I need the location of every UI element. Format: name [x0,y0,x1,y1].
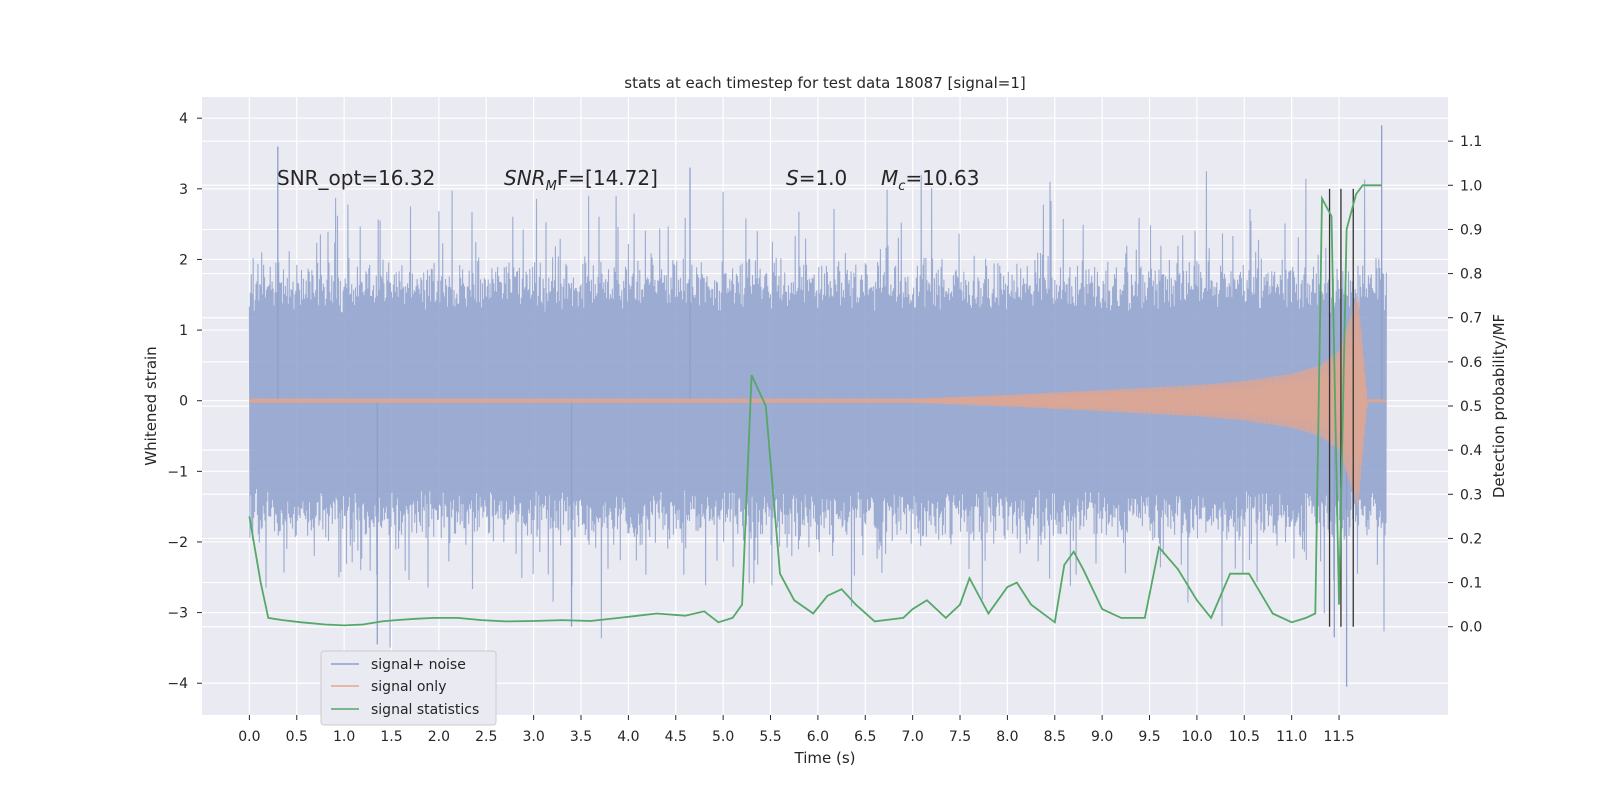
y-tick-label-left: 2 [179,252,188,268]
annotation-snr-mf-sub: M [546,179,557,194]
annotation-s-value: =1.0 [799,166,848,190]
x-tick-label: 0.0 [238,729,260,745]
x-tick-label: 4.0 [617,729,639,745]
y-tick-label-left: −4 [167,676,188,692]
x-tick-label: 0.5 [286,729,308,745]
y-tick-label-left: −3 [167,606,188,622]
annotation-mc-sub: c [898,179,905,194]
x-tick-label: 3.5 [570,729,592,745]
x-tick-label: 11.5 [1323,729,1354,745]
y-tick-label-right: 0.5 [1460,399,1482,415]
x-tick-label: 1.5 [380,729,402,745]
y-axis-label: Whitened strain [142,346,160,465]
x-tick-label: 11.0 [1276,729,1307,745]
x-tick-label: 6.0 [807,729,829,745]
y-tick-label-left: −1 [167,464,188,480]
annotations: SNR_opt=16.32 SNRMF=[14.72] S=1.0 Mc=10.… [277,166,979,194]
annotation-mc-symbol: M [881,166,898,190]
y-axis-right-ticks: 0.0 0.1 0.2 0.3 0.4 0.5 0.6 0.7 0.8 0.9 1.0 1.1 [1448,134,1482,636]
x-tick-label: 4.5 [665,729,687,745]
y-axis-right-label: Detection probability/MF [1490,314,1508,498]
series-signal-noise-line [248,171,1387,648]
x-tick-label: 5.0 [712,729,734,745]
x-axis-ticks: 0.0 0.5 1.0 1.5 2.0 2.5 3.0 3.5 4.0 4.5 5.0 5.5 6.0 6… [238,715,1355,745]
annotation-snr-mf-value: F=[14.72] [557,166,658,190]
annotation-snr-mf-base: SNR [504,166,546,190]
x-tick-label: 10.0 [1181,729,1212,745]
y-tick-label-right: 0.3 [1460,487,1482,503]
y-tick-label-right: 0.4 [1460,443,1482,459]
x-tick-label: 1.0 [333,729,355,745]
legend-box [320,650,497,726]
x-tick-label: 7.0 [902,729,924,745]
y-tick-label-right: 0.9 [1460,222,1482,238]
y-tick-label-left: 3 [179,182,188,198]
x-tick-label: 2.5 [475,729,497,745]
y-tick-label-right: 0.0 [1460,620,1482,636]
legend: signal+ noise signal only signal statist… [320,650,497,726]
y-tick-label-right: 1.1 [1460,134,1482,150]
y-tick-label-right: 0.2 [1460,531,1482,547]
x-tick-label: 9.0 [1091,729,1113,745]
annotation-mc: Mc=10.63 [881,166,979,194]
legend-label-signal-noise: signal+ noise [371,657,466,673]
y-tick-label-right: 1.0 [1460,178,1482,194]
y-tick-label-right: 0.6 [1460,355,1482,371]
y-tick-label-left: 0 [179,394,188,410]
series-layer [248,125,1387,687]
y-tick-label-left: 1 [179,323,188,339]
y-tick-label-right: 0.8 [1460,267,1482,283]
x-tick-label: 3.0 [523,729,545,745]
y-tick-label-left: 4 [179,111,188,127]
x-tick-label: 5.5 [759,729,781,745]
annotation-s: S=1.0 [786,166,847,190]
x-tick-label: 10.5 [1229,729,1260,745]
x-tick-label: 7.5 [949,729,971,745]
annotation-snr-mf: SNRMF=[14.72] [504,166,658,194]
legend-label-signal-statistics: signal statistics [371,702,479,718]
chart-title: stats at each timestep for test data 180… [624,74,1025,92]
annotation-snr-opt: SNR_opt=16.32 [277,166,435,190]
series-signal-statistics-line [248,184,1382,627]
x-tick-label: 8.0 [996,729,1018,745]
annotation-s-symbol: S [786,166,799,190]
x-axis-label: Time (s) [794,749,856,767]
x-tick-label: 8.5 [1044,729,1066,745]
x-tick-label: 6.5 [854,729,876,745]
y-tick-label-right: 0.1 [1460,576,1482,592]
x-tick-label: 2.0 [428,729,450,745]
y-tick-label-left: −2 [167,535,188,551]
y-tick-label-right: 0.7 [1460,311,1482,327]
y-axis-left-ticks: 4 3 2 1 0 −1 −2 −3 −4 [167,111,202,692]
x-tick-label: 9.5 [1138,729,1160,745]
series-signal-only-line [248,296,1387,507]
annotation-mc-value: =10.63 [905,166,979,190]
legend-label-signal-only: signal only [371,679,446,695]
